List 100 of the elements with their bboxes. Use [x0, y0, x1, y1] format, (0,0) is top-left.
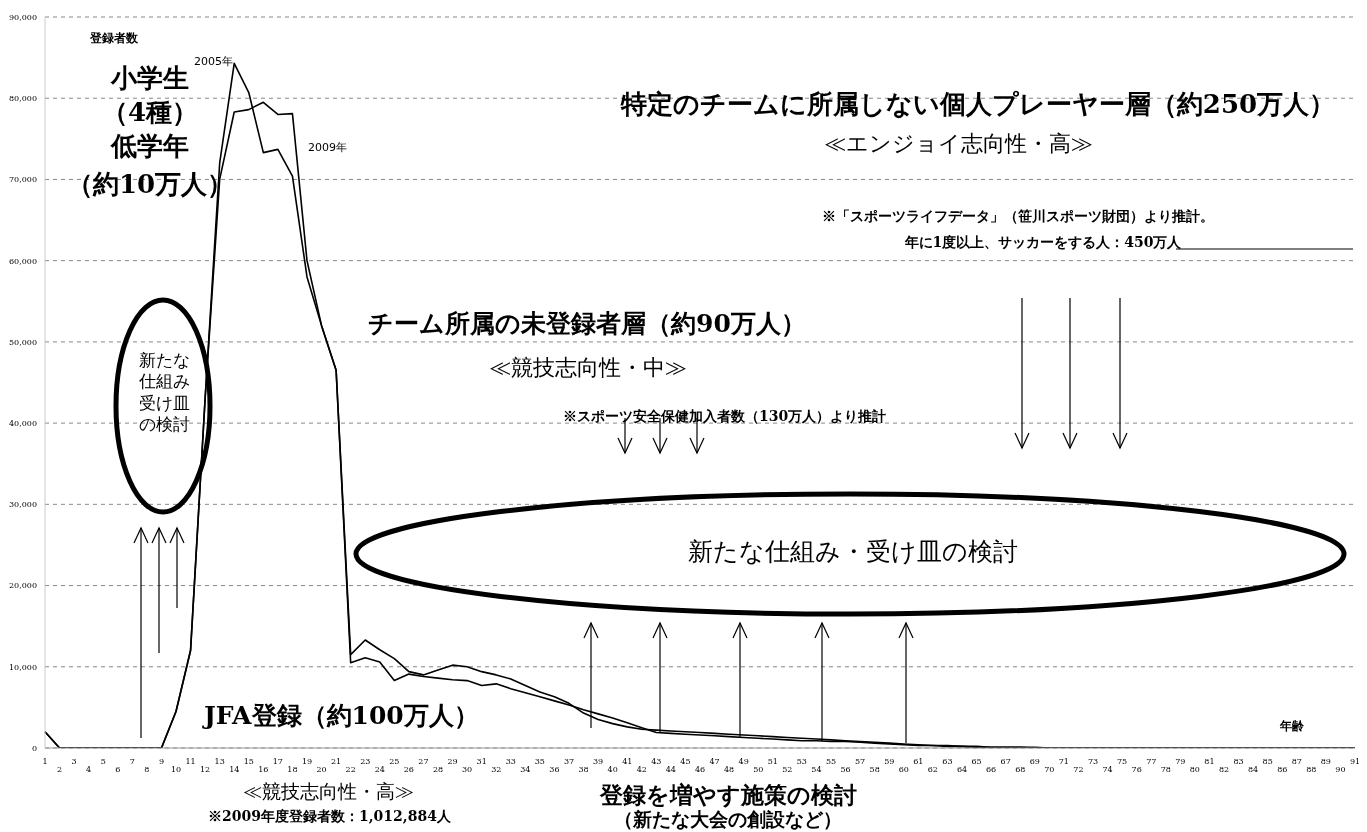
- x-tick-label: 13: [214, 757, 225, 766]
- x-tick-label: 37: [563, 757, 575, 766]
- x-tick-label: 26: [403, 765, 414, 774]
- annotation: 年に1度以上、サッカーをする人：450万人: [903, 234, 1183, 252]
- x-tick-label: 70: [1044, 765, 1055, 774]
- x-tick-label: 18: [287, 765, 298, 774]
- y-axis-title: 登録者数: [90, 30, 138, 47]
- annotation: ※「スポーツライフデータ」（笹川スポーツ財団）より推計。: [821, 208, 1215, 226]
- x-tick-label: 14: [229, 765, 240, 774]
- x-tick-label: 9: [158, 757, 164, 766]
- x-tick-label: 58: [869, 765, 880, 774]
- x-tick-label: 74: [1102, 765, 1113, 774]
- x-tick-label: 44: [665, 765, 676, 774]
- annotation: ≪競技志向性・中≫: [488, 354, 688, 382]
- x-tick-label: 55: [825, 757, 837, 766]
- x-tick-label: 64: [956, 765, 968, 774]
- x-tick-label: 78: [1160, 765, 1171, 774]
- x-tick-label: 82: [1218, 765, 1230, 774]
- x-tick-label: 2: [57, 765, 63, 774]
- series-label: 2005年: [194, 54, 233, 69]
- x-tick-label: 61: [913, 757, 924, 766]
- annotation: チーム所属の未登録者層（約90万人）: [368, 308, 807, 340]
- annotation: ≪エンジョイ志向性・高≫: [822, 130, 1094, 158]
- x-tick-label: 81: [1204, 757, 1215, 766]
- x-tick-label: 25: [389, 757, 400, 766]
- x-tick-label: 72: [1073, 765, 1084, 774]
- y-tick-label: 60,000: [9, 256, 37, 266]
- x-tick-label: 67: [1000, 757, 1011, 766]
- x-tick-label: 7: [129, 757, 135, 766]
- x-tick-label: 90: [1335, 765, 1346, 774]
- x-tick-label: 54: [811, 765, 822, 774]
- x-tick-label: 80: [1189, 765, 1200, 774]
- x-tick-label: 36: [549, 765, 560, 774]
- x-tick-label: 76: [1131, 765, 1142, 774]
- x-tick-label: 17: [272, 757, 283, 766]
- x-tick-label: 66: [986, 765, 997, 774]
- x-tick-label: 77: [1146, 757, 1157, 766]
- x-tick-label: 4: [86, 765, 92, 774]
- x-tick-label: 41: [622, 757, 633, 766]
- x-tick-label: 49: [738, 757, 749, 766]
- x-tick-label: 71: [1058, 757, 1069, 766]
- x-tick-label: 75: [1117, 757, 1128, 766]
- text: ≪競技志向性・高≫: [241, 780, 415, 804]
- x-tick-label: 46: [694, 765, 706, 774]
- text: ※2009年度登録者数：1,012,884人: [208, 808, 452, 826]
- x-tick-label: 6: [115, 765, 121, 774]
- x-tick-label: 35: [534, 757, 545, 766]
- x-tick-label: 38: [578, 765, 589, 774]
- x-tick-label: 88: [1306, 765, 1317, 774]
- x-tick-label: 22: [345, 765, 356, 774]
- x-tick-label: 24: [374, 765, 385, 774]
- y-tick-label: 70,000: [9, 175, 37, 185]
- x-tick-label: 30: [462, 765, 473, 774]
- x-tick-label: 85: [1262, 757, 1273, 766]
- x-tick-label: 39: [593, 757, 604, 766]
- x-tick-label: 63: [942, 757, 953, 766]
- x-tick-label: 48: [724, 765, 735, 774]
- x-tick-label: 29: [447, 757, 458, 766]
- y-tick-label: 0: [31, 743, 37, 753]
- x-tick-label: 57: [855, 757, 866, 766]
- x-tick-label: 89: [1320, 757, 1331, 766]
- y-tick-label: 10,000: [9, 662, 37, 672]
- text: 登録を増やす施策の検討: [598, 781, 858, 809]
- x-tick-label: 20: [316, 765, 327, 774]
- x-tick-label: 60: [898, 765, 909, 774]
- x-tick-label: 87: [1291, 757, 1302, 766]
- x-tick-label: 3: [71, 757, 77, 766]
- x-tick-label: 45: [680, 757, 691, 766]
- x-tick-label: 59: [884, 757, 895, 766]
- x-tick-label: 34: [520, 765, 531, 774]
- annotation: （約10万人）: [65, 168, 235, 201]
- x-tick-label: 23: [360, 757, 371, 766]
- x-tick-label: 52: [782, 765, 793, 774]
- annotation: 新たな仕組み受け皿の検討: [137, 350, 191, 435]
- x-tick-label: 33: [505, 757, 516, 766]
- x-tick-label: 31: [476, 757, 487, 766]
- x-tick-label: 68: [1015, 765, 1026, 774]
- x-tick-label: 65: [971, 757, 982, 766]
- x-tick-label: 42: [636, 765, 647, 774]
- x-tick-label: 27: [418, 757, 429, 766]
- x-tick-label: 11: [185, 757, 196, 766]
- x-tick-label: 83: [1233, 757, 1244, 766]
- x-tick-label: 5: [100, 757, 106, 766]
- x-axis-title: 年齢: [1280, 718, 1304, 735]
- x-tick-label: 43: [651, 757, 662, 766]
- x-tick-label: 79: [1175, 757, 1186, 766]
- x-tick-label: 19: [301, 757, 313, 766]
- x-tick-label: 15: [243, 757, 254, 766]
- x-tick-label: 50: [753, 765, 764, 774]
- x-tick-label: 32: [491, 765, 502, 774]
- annotation: JFA登録（約100万人）: [204, 700, 480, 732]
- x-tick-label: 91: [1349, 757, 1361, 766]
- annotation: ※スポーツ安全保健加入者数（130万人）より推計: [563, 408, 888, 426]
- x-tick-label: 21: [331, 757, 342, 766]
- y-tick-label: 30,000: [9, 500, 37, 510]
- y-tick-label: 20,000: [9, 581, 37, 591]
- annotation: 小学生: [111, 63, 189, 93]
- annotation: 新たな仕組み・受け皿の検討: [687, 536, 1019, 568]
- x-tick-label: 16: [258, 765, 269, 774]
- x-tick-label: 1: [42, 757, 48, 766]
